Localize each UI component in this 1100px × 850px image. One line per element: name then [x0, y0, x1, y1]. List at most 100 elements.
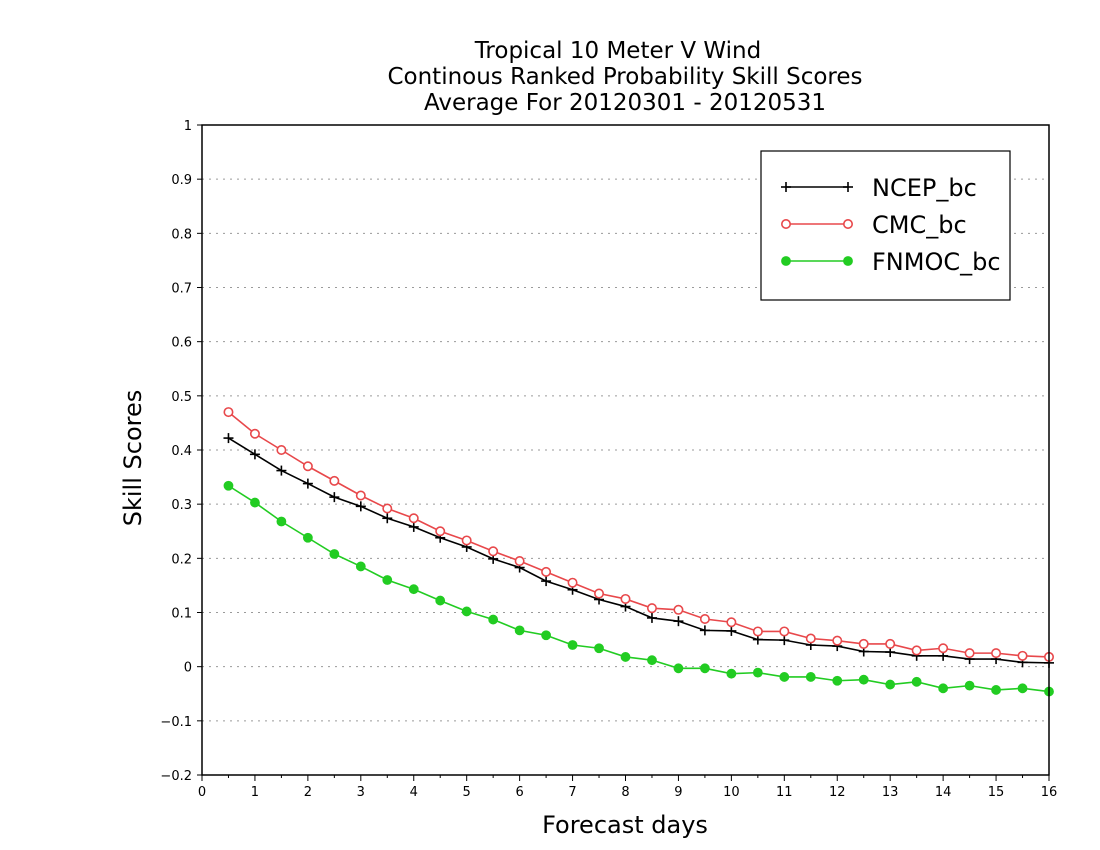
x-tick-label: 6 [515, 785, 523, 800]
legend-box [760, 150, 1011, 301]
series-cmc-bc-point [832, 635, 843, 646]
series-fnmoc-bc-point [673, 663, 684, 674]
series-cmc-bc-point [435, 526, 446, 537]
y-tick-label: 0.5 [171, 390, 192, 405]
series-fnmoc-bc-point [223, 480, 234, 491]
series-fnmoc-bc-point [991, 685, 1001, 695]
series-cmc-bc-point [858, 638, 869, 649]
series-ncep-bc-point [382, 513, 393, 524]
title-line-3: Average For 20120301 - 20120531 [424, 90, 826, 116]
series-cmc-bc-point [726, 617, 737, 628]
x-tick-label: 5 [463, 785, 471, 800]
legend-cmc-bc: CMC_bc [780, 211, 967, 239]
legend-cmc-bc-start-point [780, 219, 791, 230]
series-fnmoc-bc-point [885, 679, 896, 690]
series-fnmoc-bc-point [514, 625, 525, 636]
series-cmc-bc-point [911, 645, 922, 656]
legend-ncep-bc-label: NCEP_bc [872, 174, 977, 202]
series-cmc-bc-point [938, 643, 949, 654]
x-tick-label: 4 [410, 785, 418, 800]
x-tick-label: 3 [357, 785, 365, 800]
series-ncep-bc-point [302, 478, 313, 489]
series-fnmoc-bc-point [329, 549, 340, 559]
legend-ncep-bc-end-point [843, 182, 853, 192]
x-axis: 0 1 2 3 4 5 6 7 8 9 10 11 12 13 14 15 16 [198, 775, 1057, 800]
x-tick-label: 13 [882, 785, 899, 800]
title-line-2: Continous Ranked Probability Skill Score… [387, 64, 862, 90]
series-fnmoc-bc-point [567, 640, 578, 650]
x-tick-label: 2 [304, 785, 312, 800]
legend-fnmoc-bc: FNMOC_bc [781, 248, 1001, 276]
series-ncep-bc-line [228, 437, 1050, 664]
series-cmc-bc-point [541, 566, 552, 577]
series-fnmoc-bc-point [302, 532, 313, 543]
x-tick-label: 12 [829, 785, 846, 800]
series-ncep-bc-point [541, 576, 552, 587]
x-tick-label: 14 [935, 785, 952, 800]
series-fnmoc-bc-point [382, 575, 393, 585]
series-ncep-bc-point [779, 635, 790, 646]
series-cmc-bc-point [964, 648, 975, 659]
series-cmc-bc-point [885, 638, 896, 649]
legend-fnmoc-bc-end-point [843, 256, 853, 266]
legend-cmc-bc-label: CMC_bc [872, 211, 967, 239]
series-fnmoc-bc-point [700, 663, 710, 674]
series-fnmoc-bc-point [276, 516, 287, 527]
series-cmc-bc-point [329, 475, 340, 486]
series-cmc-bc [223, 407, 1055, 662]
title-line-1: Tropical 10 Meter V Wind [474, 38, 761, 64]
plot-series [223, 407, 1055, 697]
series-fnmoc-bc-point [408, 584, 419, 595]
series-fnmoc-bc-point [488, 614, 499, 625]
series-cmc-bc-point [223, 407, 234, 418]
series-cmc-bc-point [673, 604, 684, 615]
series-fnmoc-bc-point [355, 561, 366, 572]
series-fnmoc-bc-point [858, 674, 869, 685]
legend-cmc-bc-end-point [842, 219, 853, 230]
x-tick-label: 8 [621, 785, 629, 800]
series-fnmoc-bc-point [911, 676, 922, 687]
series-cmc-bc-point [382, 503, 393, 514]
series-cmc-bc-point [514, 556, 525, 567]
series-ncep-bc-point [726, 625, 737, 636]
series-cmc-bc-point [355, 490, 366, 501]
series-cmc-bc-point [805, 633, 816, 644]
series-cmc-bc-point [567, 577, 578, 588]
series-ncep-bc-point [646, 612, 657, 623]
legend-ncep-bc-start-point [781, 182, 791, 192]
series-fnmoc-bc [223, 480, 1054, 697]
series-fnmoc-bc-point [647, 655, 657, 666]
x-tick-label: 9 [674, 785, 682, 800]
series-cmc-bc-point [991, 648, 1002, 659]
series-cmc-bc-point [620, 593, 631, 604]
series-cmc-bc-point [752, 626, 763, 637]
y-tick-label: 0.9 [171, 173, 192, 188]
series-cmc-bc-point [594, 588, 605, 599]
y-tick-label: −0.2 [160, 769, 192, 784]
y-tick-label: 0 [184, 661, 192, 676]
series-fnmoc-bc-point [620, 652, 631, 662]
series-cmc-bc-point [1017, 650, 1028, 661]
series-cmc-bc-point [488, 546, 499, 557]
x-tick-label: 10 [723, 785, 740, 800]
series-cmc-bc-point [699, 613, 710, 624]
series-fnmoc-bc-point [250, 497, 260, 508]
series-ncep-bc [223, 433, 1054, 668]
y-axis-title: Skill Scores [119, 390, 147, 527]
y-tick-label: 0.7 [171, 282, 192, 297]
series-ncep-bc-point [249, 449, 260, 460]
series-ncep-bc-point [408, 521, 419, 532]
legend-fnmoc-bc-label: FNMOC_bc [872, 248, 1001, 276]
series-cmc-bc-line [227, 411, 1050, 658]
series-ncep-bc-point [276, 465, 287, 476]
y-tick-label: 0.6 [171, 336, 192, 351]
chart-title: Tropical 10 Meter V Wind Continous Ranke… [387, 38, 862, 116]
y-tick-label: −0.1 [160, 715, 192, 730]
y-tick-label: 0.1 [171, 607, 192, 622]
y-tick-label: 0.4 [171, 444, 192, 459]
series-fnmoc-bc-point [779, 672, 790, 682]
series-fnmoc-bc-point [938, 683, 949, 694]
series-ncep-bc-point [673, 616, 684, 627]
legend: NCEP_bc CMC_bc FNMOC_bc [760, 150, 1011, 301]
